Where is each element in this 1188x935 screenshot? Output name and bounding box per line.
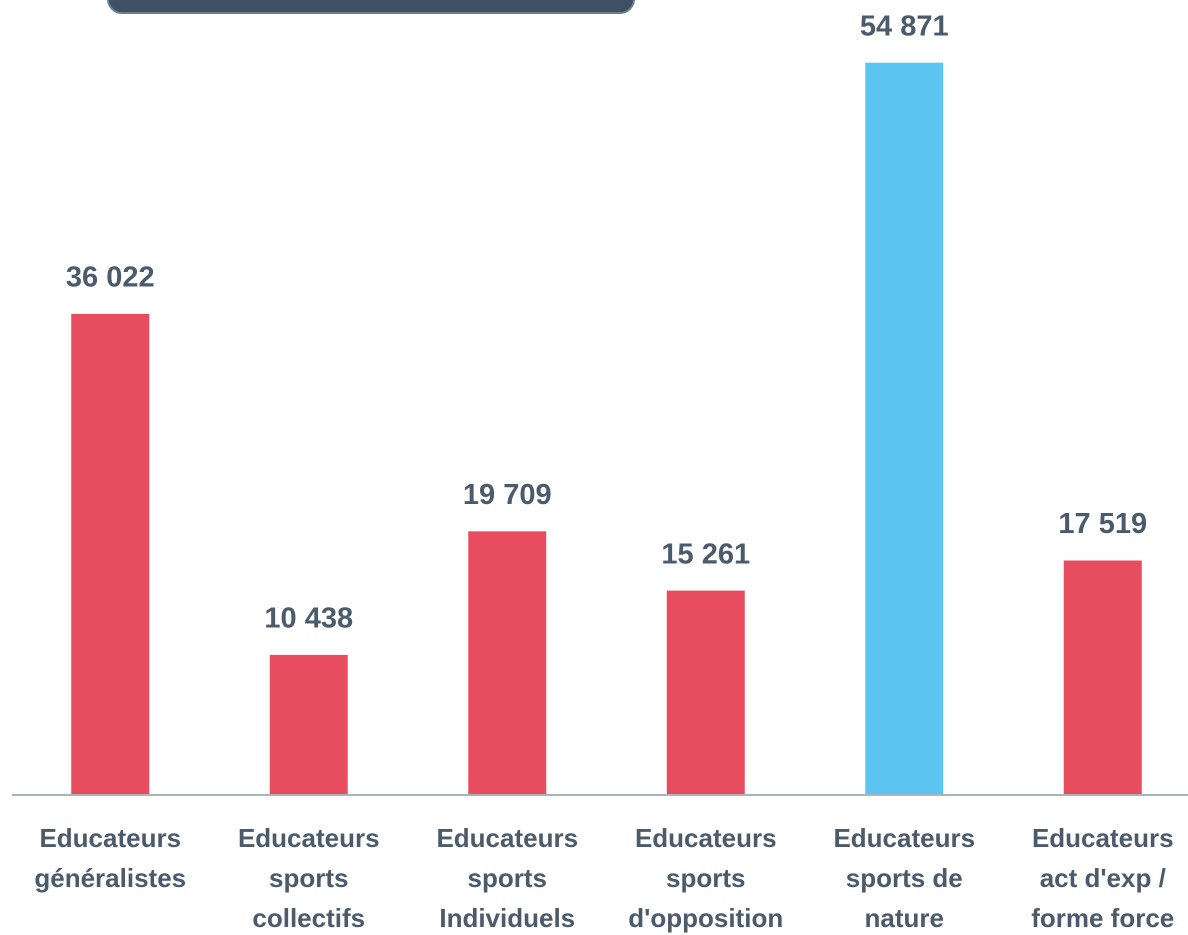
x-tick-label: sports bbox=[468, 863, 547, 893]
x-tick-label: Educateurs bbox=[833, 823, 975, 853]
x-tick-label: sports bbox=[269, 863, 348, 893]
value-label: 36 022 bbox=[66, 262, 155, 294]
bar bbox=[468, 531, 547, 794]
x-tick-label: Educateurs bbox=[1032, 823, 1174, 853]
bar bbox=[1063, 560, 1142, 794]
x-tick-label: act d'exp / bbox=[1040, 863, 1166, 893]
x-tick-label: Educateurs bbox=[436, 823, 578, 853]
x-tick-label: généralistes bbox=[34, 863, 186, 893]
x-tick-label: collectifs bbox=[252, 903, 365, 933]
value-label: 17 519 bbox=[1058, 508, 1147, 540]
x-tick-label: sports de bbox=[846, 863, 963, 893]
value-label: 54 871 bbox=[860, 10, 949, 42]
x-tick-label: Educateurs bbox=[635, 823, 777, 853]
value-label: 15 261 bbox=[661, 538, 750, 570]
x-tick-label: nature bbox=[865, 903, 944, 933]
x-tick-label: sports bbox=[666, 863, 745, 893]
bar bbox=[71, 313, 150, 794]
x-tick-label: Educateurs bbox=[238, 823, 380, 853]
x-tick-label: Individuels bbox=[439, 903, 575, 933]
value-label: 10 438 bbox=[264, 603, 353, 635]
bar bbox=[865, 62, 944, 794]
bar bbox=[269, 654, 348, 794]
value-label: 19 709 bbox=[463, 479, 552, 511]
header-box bbox=[107, 0, 635, 14]
bar bbox=[666, 590, 745, 794]
x-tick-label: forme force bbox=[1031, 903, 1174, 933]
x-tick-label: d'opposition bbox=[628, 903, 783, 933]
x-tick-label: Educateurs bbox=[39, 823, 181, 853]
